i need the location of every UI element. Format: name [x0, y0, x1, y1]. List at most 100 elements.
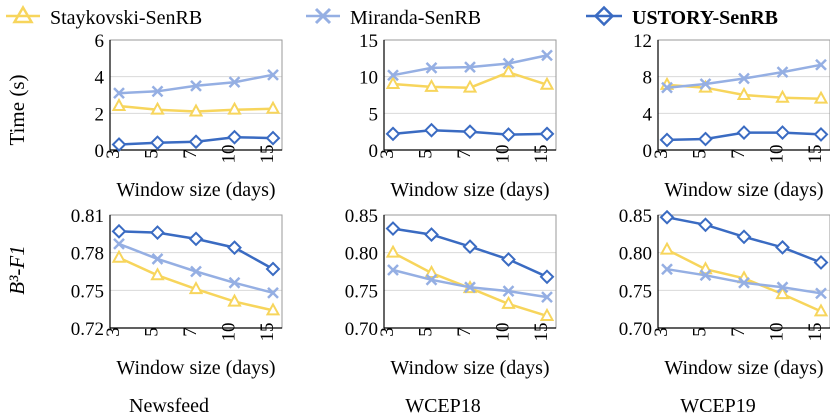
x-tick-label: 7 — [728, 327, 749, 337]
data-point-miranda — [228, 76, 241, 89]
y-tick-label: 0.85 — [345, 206, 378, 227]
data-point-miranda — [113, 237, 125, 250]
x-tick-label: 15 — [257, 323, 278, 342]
data-point-staykovski — [775, 286, 790, 300]
y-tick-label: 2 — [95, 104, 105, 125]
series-line-miranda — [118, 73, 274, 95]
data-point-ustory — [501, 252, 516, 267]
x-axis-title: Window size (days) — [116, 179, 275, 201]
series-miranda — [113, 237, 279, 299]
x-axis-title: Window size (days) — [390, 179, 549, 201]
y-tick-label: 0.70 — [345, 319, 378, 340]
y-tick-label: 0.75 — [71, 281, 104, 302]
x-marker-icon — [314, 7, 332, 25]
data-point-staykovski — [188, 103, 204, 117]
x-tick-label: 10 — [767, 145, 788, 164]
data-point-miranda — [661, 81, 673, 94]
data-point-ustory — [265, 261, 281, 277]
x-tick-label: 3 — [377, 327, 398, 337]
data-point-ustory — [736, 125, 752, 140]
data-point-ustory — [227, 240, 242, 256]
x-tick-label: 10 — [219, 145, 240, 164]
x-tick-label: 10 — [767, 323, 788, 342]
y-tick-label: 0.70 — [619, 319, 652, 340]
data-point-ustory — [698, 131, 713, 147]
x-tick-label: 5 — [416, 327, 437, 337]
x-tick-label: 7 — [180, 149, 201, 159]
data-point-miranda — [151, 253, 164, 265]
data-point-staykovski — [539, 76, 555, 90]
x-tick-label: 3 — [651, 149, 672, 159]
data-point-miranda — [464, 281, 476, 294]
y-tick-label: 5 — [369, 104, 379, 125]
x-tick-label: 5 — [416, 149, 437, 159]
data-point-ustory — [698, 217, 713, 233]
series-ustory — [111, 129, 281, 152]
chart-f1-newsfeed: 0.72 0.75 0.78 0.81 3 5 7 10 15 Window size (days… — [71, 206, 283, 379]
data-point-ustory — [813, 255, 829, 270]
x-tick-label: 10 — [493, 145, 514, 164]
data-point-staykovski — [501, 64, 516, 78]
data-point-miranda — [502, 57, 515, 70]
x-tick-label: 7 — [728, 149, 749, 159]
data-point-miranda — [776, 281, 789, 294]
data-point-miranda — [699, 78, 712, 90]
x-axis-title: Window size (days) — [664, 179, 823, 201]
y-tick-label: 0 — [643, 141, 653, 162]
series-staykovski — [111, 249, 281, 316]
series-ustory — [111, 223, 281, 277]
data-point-miranda — [113, 87, 125, 100]
data-point-ustory — [188, 231, 204, 247]
y-tick-label: 10 — [359, 68, 378, 89]
data-point-miranda — [190, 79, 202, 92]
y-tick-label: 4 — [95, 68, 105, 89]
x-tick-label: 10 — [219, 323, 240, 342]
data-point-ustory — [150, 225, 165, 240]
legend-label-ustory: USTORY-SenRB — [632, 7, 778, 29]
y-tick-label: 15 — [359, 31, 378, 52]
legend-item-ustory: USTORY-SenRB — [586, 5, 778, 29]
x-tick-label: 15 — [531, 323, 552, 342]
chart-f1-wcep19: 0.70 0.75 0.80 0.85 3 5 7 10 15 Window size (days… — [619, 206, 830, 379]
data-point-staykovski — [424, 264, 439, 279]
data-point-ustory — [813, 127, 829, 142]
data-point-ustory — [385, 126, 401, 142]
data-point-ustory — [462, 124, 478, 140]
data-point-ustory — [775, 239, 790, 255]
data-point-miranda — [267, 286, 279, 299]
data-point-miranda — [267, 68, 279, 81]
data-point-ustory — [501, 127, 516, 143]
data-point-miranda — [815, 58, 827, 71]
data-point-miranda — [387, 264, 399, 276]
series-line-miranda — [392, 54, 548, 77]
data-point-staykovski — [539, 307, 555, 321]
x-tick-label: 3 — [103, 149, 124, 159]
x-tick-label: 10 — [493, 323, 514, 342]
column-title-wcep18: WCEP18 — [405, 395, 481, 415]
data-point-staykovski — [462, 79, 478, 93]
legend-label-miranda: Miranda-SenRB — [350, 7, 481, 29]
series-miranda — [387, 264, 553, 303]
data-point-ustory — [539, 269, 555, 285]
data-point-ustory — [462, 239, 478, 255]
data-point-staykovski — [227, 293, 242, 307]
data-point-miranda — [387, 69, 399, 82]
series-staykovski — [111, 97, 281, 117]
data-point-staykovski — [385, 75, 401, 89]
data-point-miranda — [464, 61, 476, 74]
data-point-ustory — [188, 134, 204, 150]
x-tick-label: 7 — [454, 149, 475, 159]
row-ylabel-f1: B³-F1 — [5, 245, 29, 294]
data-point-staykovski — [265, 100, 281, 114]
data-point-miranda — [502, 285, 515, 297]
data-point-ustory — [111, 137, 127, 152]
x-tick-label: 5 — [142, 149, 163, 159]
data-point-miranda — [228, 276, 241, 289]
data-point-staykovski — [227, 101, 242, 115]
data-point-miranda — [190, 265, 202, 278]
series-staykovski — [659, 76, 829, 104]
y-tick-label: 0.80 — [619, 244, 652, 265]
data-point-staykovski — [385, 244, 401, 258]
series-miranda — [661, 263, 827, 300]
data-point-ustory — [111, 223, 127, 239]
